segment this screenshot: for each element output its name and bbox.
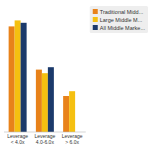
legend-swatch — [93, 17, 98, 22]
legend-label: Large Middle M... — [100, 17, 143, 23]
bar — [69, 91, 75, 132]
chart: Traditional Midd... Large Middle M... All … — [0, 0, 150, 150]
x-tick-label-line: < 4.0x — [11, 139, 25, 145]
legend-label: Traditional Midd... — [100, 9, 144, 15]
bar — [48, 67, 54, 132]
legend-box — [90, 6, 148, 33]
bar — [36, 70, 42, 132]
bar — [63, 96, 69, 132]
bar — [21, 23, 27, 132]
bar — [15, 20, 21, 132]
legend-swatch — [93, 25, 98, 30]
legend: Traditional Midd... Large Middle M... All … — [90, 6, 148, 33]
bars — [9, 20, 75, 132]
bar — [42, 73, 48, 132]
x-tick-label-line: 4.0-6.0x — [36, 139, 55, 145]
bar — [9, 26, 15, 132]
x-tick-label: Leverage> 6.0x — [62, 133, 83, 145]
x-tick-label-line: > 6.0x — [65, 139, 79, 145]
legend-swatch — [93, 9, 98, 14]
x-tick-label: Leverage< 4.0x — [7, 133, 28, 145]
legend-label: All Middle Marke... — [100, 25, 146, 31]
x-tick-label: Leverage4.0-6.0x — [34, 133, 55, 145]
